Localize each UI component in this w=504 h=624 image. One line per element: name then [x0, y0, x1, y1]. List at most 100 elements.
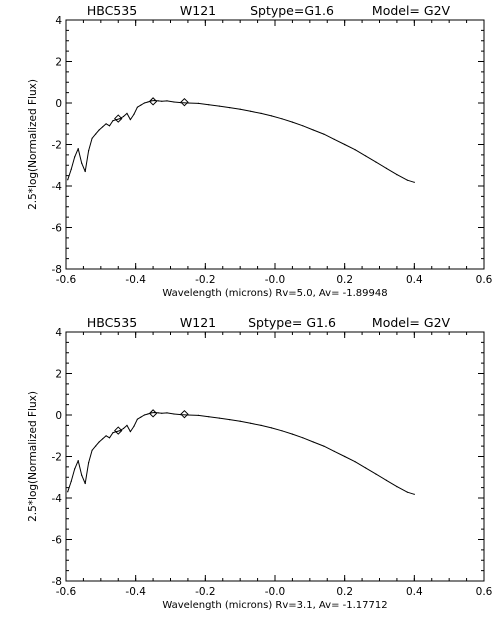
y-tick-label: -2 — [52, 452, 62, 464]
spectrum-point — [344, 455, 346, 458]
x-tick-label: 0.6 — [476, 274, 493, 286]
spectrum-point — [173, 101, 175, 103]
spectrum-point — [140, 104, 142, 106]
spectrum-point — [406, 179, 408, 181]
spectrum-point — [250, 110, 252, 112]
spectrum-point — [260, 112, 262, 114]
spectrum-point — [197, 102, 199, 104]
spectrum-point — [74, 468, 76, 470]
spectrum-point — [119, 118, 121, 120]
spectrum-point — [302, 437, 304, 439]
diamond-marker — [148, 97, 158, 106]
spectrum-point — [102, 126, 104, 128]
chart-title-part: W121 — [180, 315, 216, 330]
spectrum-point — [136, 106, 138, 108]
diamond-marker — [180, 97, 189, 107]
spectrum-point — [208, 104, 210, 106]
spectrum-point — [147, 101, 149, 103]
spectrum-point — [129, 431, 131, 433]
spectrum-line — [67, 100, 415, 183]
plot-frame — [65, 19, 485, 270]
spectrum-point — [136, 418, 138, 420]
spectrum-point — [413, 181, 415, 183]
spectrum-point — [218, 417, 220, 419]
chart-title-part: Sptype=G1.6 — [250, 3, 334, 18]
spectrum-point — [129, 119, 131, 121]
y-tick-label: -8 — [52, 576, 62, 588]
spectrum-point — [95, 445, 97, 447]
spectrum-point — [291, 433, 293, 435]
x-tick-label: 0.2 — [336, 586, 353, 598]
spectrum-point — [396, 174, 398, 176]
spectrum-point — [229, 419, 231, 421]
spectrum-point — [375, 473, 377, 475]
spectrum-point — [95, 133, 97, 135]
spectrum-point — [166, 412, 168, 414]
x-tick-label: -0.6 — [56, 586, 77, 598]
spectrum-point — [302, 125, 304, 127]
spectrum-point — [197, 414, 199, 416]
y-tick-label: 4 — [55, 15, 62, 27]
spectrum-point — [161, 412, 163, 414]
spectrum-point — [208, 416, 210, 418]
y-tick-label: -6 — [52, 223, 63, 235]
x-tick-label: -0.2 — [195, 274, 216, 286]
spectrum-point — [229, 107, 231, 109]
spectrum-point — [84, 482, 86, 485]
x-tick-label: -0.2 — [195, 586, 216, 598]
x-tick-label: 0.4 — [406, 586, 423, 598]
spectrum-point — [143, 414, 145, 416]
spectrum-point — [84, 170, 86, 173]
x-axis-label: Wavelength (microns) Rv=5.0, Av= -1.8994… — [162, 288, 387, 299]
x-tick-label: -0.0 — [265, 586, 286, 598]
spectrum-point — [333, 450, 335, 452]
spectrum-point — [70, 168, 72, 170]
chart-title-part: HBC535 — [87, 315, 137, 330]
spectrum-line — [67, 412, 415, 495]
x-tick-label: -0.6 — [56, 274, 77, 286]
spectrum-point — [102, 438, 104, 440]
spectrum-point — [81, 474, 83, 476]
spectrum-point — [81, 162, 83, 164]
spectrum-point — [250, 422, 252, 424]
spectrum-point — [122, 115, 125, 118]
plot-frame — [65, 331, 485, 582]
spectrum-point — [354, 461, 356, 463]
chart-title-part: Model= G2V — [372, 3, 451, 18]
spectrum-point — [239, 420, 241, 422]
spectrum-point — [333, 138, 335, 140]
spectrum-point — [166, 100, 168, 102]
y-axis-label: 2.5*log(Normalized Flux) — [27, 391, 39, 522]
y-tick-label: 2 — [55, 57, 62, 69]
y-tick-label: -4 — [52, 493, 63, 505]
spectrum-point — [98, 129, 100, 131]
spectrum-point — [112, 432, 114, 434]
y-tick-label: -4 — [52, 181, 63, 193]
spectrum-point — [218, 105, 220, 107]
spectrum-point — [70, 480, 72, 482]
spectrum-point — [270, 115, 273, 117]
spectrum-point — [260, 424, 262, 426]
spectrum-point — [239, 108, 241, 110]
spectrum-point — [157, 100, 159, 102]
chart-title-part: HBC535 — [87, 3, 137, 18]
chart-svg: HBC535 W121 Sptype=G1.6 Model= G2V 2.5*log(… — [27, 3, 493, 299]
spectrum-point — [105, 435, 107, 437]
chart-title-part: W121 — [180, 3, 216, 18]
spectrum-point — [281, 118, 283, 120]
spectrum-point — [396, 486, 398, 488]
x-tick-label: -0.4 — [125, 274, 146, 286]
spectrum-point — [323, 445, 325, 447]
y-tick-label: -2 — [52, 140, 62, 152]
spectrum-point — [126, 424, 128, 426]
spectrum-point — [105, 123, 107, 125]
y-tick-label: 4 — [55, 327, 62, 339]
spectrum-point — [67, 179, 69, 181]
spectrum-point — [119, 430, 121, 432]
y-tick-label: -8 — [52, 264, 62, 276]
spectrum-point — [91, 137, 93, 139]
y-tick-label: 0 — [55, 98, 62, 110]
spectrum-point — [312, 441, 314, 443]
spectrum-point — [108, 437, 111, 439]
spectrum-point — [161, 100, 163, 102]
